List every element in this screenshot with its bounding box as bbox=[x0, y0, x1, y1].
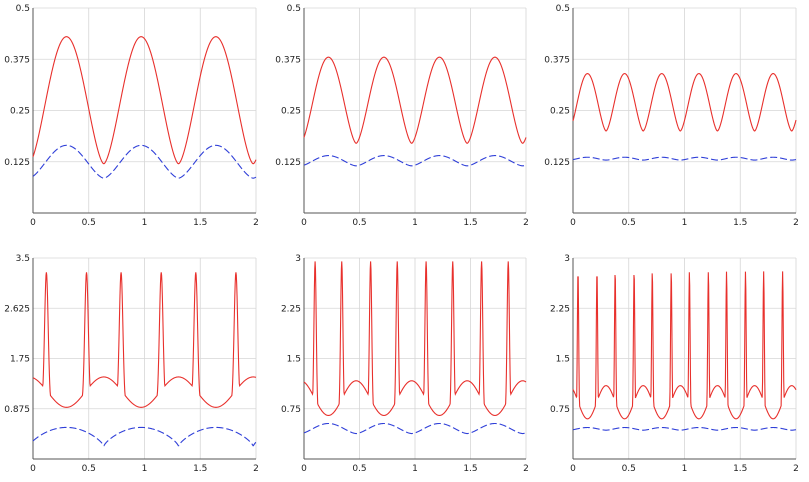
x-tick-label: 1.5 bbox=[193, 218, 207, 228]
y-tick-label: 3 bbox=[295, 254, 301, 264]
chart-panel-5: 0 0.5 1 1.5 2 0.75 1.5 2.25 3 bbox=[281, 254, 529, 474]
chart-panel-4: 0 0.5 1 1.5 2 0.875 1.75 2.625 3.5 bbox=[4, 254, 259, 474]
chart-panel-6: 0 0.5 1 1.5 2 0.75 1.5 2.25 3 bbox=[550, 254, 799, 474]
y-tick-label: 3.5 bbox=[16, 254, 30, 264]
x-tick-label: 2 bbox=[523, 218, 529, 228]
y-tick-label: 0.875 bbox=[4, 405, 30, 415]
series-line-red bbox=[303, 56, 527, 144]
series-line-blue-dashed bbox=[572, 426, 797, 431]
chart-panel-2: 0 0.5 1 1.5 2 0.125 0.25 0.375 0.5 bbox=[275, 4, 529, 228]
x-tick-label: 0 bbox=[570, 218, 576, 228]
x-tick-label: 2 bbox=[253, 218, 259, 228]
series-line-red bbox=[572, 73, 797, 132]
x-tick-label: 0 bbox=[30, 218, 36, 228]
series-line-red bbox=[32, 272, 257, 408]
x-tick-label: 1.5 bbox=[463, 218, 477, 228]
chart-panel-1: 0 0.5 1 1.5 2 0.125 0.25 0.375 0.5 bbox=[4, 4, 259, 228]
x-tick-label: 0.5 bbox=[82, 464, 96, 474]
y-tick-label: 0.25 bbox=[10, 107, 30, 117]
series-line-red bbox=[32, 36, 257, 165]
y-tick-label: 3 bbox=[564, 254, 570, 264]
y-tick-label: 0.75 bbox=[281, 405, 301, 415]
y-tick-label: 2.25 bbox=[281, 304, 301, 314]
chart-panel-3: 0 0.5 1 1.5 2 0.125 0.25 0.375 0.5 bbox=[544, 4, 799, 228]
y-tick-label: 0.125 bbox=[4, 158, 30, 168]
series-line-blue-dashed bbox=[32, 144, 257, 179]
x-tick-label: 0.5 bbox=[622, 218, 636, 228]
x-tick-label: 1.5 bbox=[733, 464, 747, 474]
y-tick-label: 0.25 bbox=[281, 107, 301, 117]
y-tick-label: 1.5 bbox=[556, 355, 570, 365]
x-tick-label: 1 bbox=[142, 218, 148, 228]
x-tick-label: 1 bbox=[412, 464, 418, 474]
x-tick-label: 1 bbox=[412, 218, 418, 228]
y-tick-label: 0.375 bbox=[544, 55, 570, 65]
y-tick-label: 0.5 bbox=[556, 4, 570, 14]
x-tick-label: 0.5 bbox=[352, 464, 366, 474]
x-tick-label: 0.5 bbox=[82, 218, 96, 228]
x-tick-label: 0 bbox=[570, 464, 576, 474]
x-tick-label: 1 bbox=[682, 218, 688, 228]
x-tick-label: 2 bbox=[793, 464, 799, 474]
series-line-blue-dashed bbox=[572, 156, 797, 161]
x-tick-label: 1.5 bbox=[193, 464, 207, 474]
y-tick-label: 2.625 bbox=[4, 304, 30, 314]
series-line-red bbox=[303, 261, 527, 417]
series-line-blue-dashed bbox=[32, 426, 257, 447]
y-tick-label: 0.25 bbox=[550, 107, 570, 117]
x-tick-label: 2 bbox=[253, 464, 259, 474]
y-tick-label: 0.125 bbox=[275, 158, 301, 168]
x-tick-label: 0.5 bbox=[352, 218, 366, 228]
x-tick-label: 1.5 bbox=[463, 464, 477, 474]
y-tick-label: 0.5 bbox=[287, 4, 301, 14]
series-line-red bbox=[572, 271, 797, 420]
y-tick-label: 0.375 bbox=[275, 55, 301, 65]
x-tick-label: 0 bbox=[301, 464, 307, 474]
y-tick-label: 0.125 bbox=[544, 158, 570, 168]
x-tick-label: 1.5 bbox=[733, 218, 747, 228]
y-tick-label: 1.75 bbox=[10, 355, 30, 365]
x-tick-label: 2 bbox=[793, 218, 799, 228]
x-tick-label: 0.5 bbox=[622, 464, 636, 474]
x-tick-label: 0 bbox=[301, 218, 307, 228]
y-tick-label: 0.75 bbox=[550, 405, 570, 415]
y-tick-label: 1.5 bbox=[287, 355, 301, 365]
x-tick-label: 1 bbox=[682, 464, 688, 474]
y-tick-label: 2.25 bbox=[550, 304, 570, 314]
y-tick-label: 0.375 bbox=[4, 55, 30, 65]
x-tick-label: 2 bbox=[523, 464, 529, 474]
x-tick-label: 1 bbox=[142, 464, 148, 474]
y-tick-label: 0.5 bbox=[16, 4, 30, 14]
x-tick-label: 0 bbox=[30, 464, 36, 474]
